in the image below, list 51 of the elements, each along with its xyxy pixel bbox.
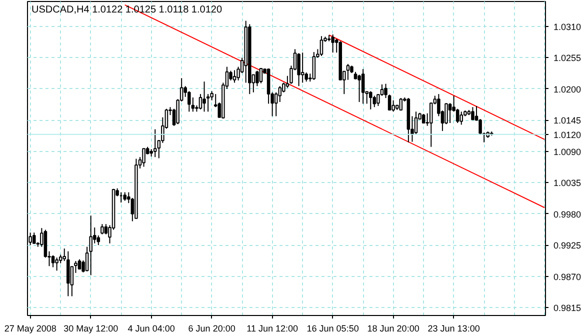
x-tick-label: 16 Jun 05:50 [306,324,359,334]
candlestick [312,52,316,80]
candlestick [414,111,418,135]
candlestick [320,36,324,57]
y-tick-label: 0.9980 [554,209,582,220]
candlestick [399,98,403,112]
x-tick-label: 6 Jun 20:00 [188,324,236,334]
x-tick-label: 4 Jun 04:00 [128,324,175,334]
candlestick [297,52,300,87]
candlestick [368,90,372,110]
x-tick-label: 30 May 12:00 [64,324,118,334]
y-tick-label: 1.0035 [554,178,582,188]
candlestick [259,68,263,84]
candlestick [471,106,474,120]
candlestick [448,102,452,124]
y-tick-label: 0.9815 [554,303,582,314]
y-tick-label: 0.9870 [554,272,582,282]
ref-line-label: 1.0120 [554,130,582,140]
candlestick [392,100,395,112]
candlestick [358,74,361,103]
x-tick-label: 27 May 2008 [4,324,56,334]
x-tick-label: 18 Jun 20:00 [367,324,420,334]
candlestick [361,68,365,104]
candlestick [202,81,206,112]
candlestick [55,257,58,272]
x-tick-label: 11 Jun 12:00 [246,324,298,334]
candlestick [256,70,259,87]
candlestick [422,113,426,124]
candlestick [198,94,202,110]
y-tick-label: 1.0200 [554,84,582,94]
candlestick [372,95,376,108]
candlestick [331,34,334,54]
x-tick-label: 23 Jun 13:00 [428,324,480,334]
candlestick [300,52,304,84]
y-tick-label: 1.0090 [554,146,582,157]
y-tick-label: 1.0310 [554,22,582,32]
candlestick [32,232,36,244]
candlestick [51,254,55,268]
candlestick [66,250,70,297]
candlestick [232,70,236,84]
y-tick-label: 1.0255 [554,53,582,64]
candlestick [153,128,157,158]
y-tick-label: 0.9925 [554,240,582,251]
candlestick [96,234,100,246]
y-tick-label: 1.0145 [554,116,582,126]
candlestick [346,63,350,80]
candlestick [142,148,146,168]
candlestick [274,92,278,117]
candlestick [100,224,104,235]
candlestick [89,215,92,276]
candlestick [460,111,464,126]
